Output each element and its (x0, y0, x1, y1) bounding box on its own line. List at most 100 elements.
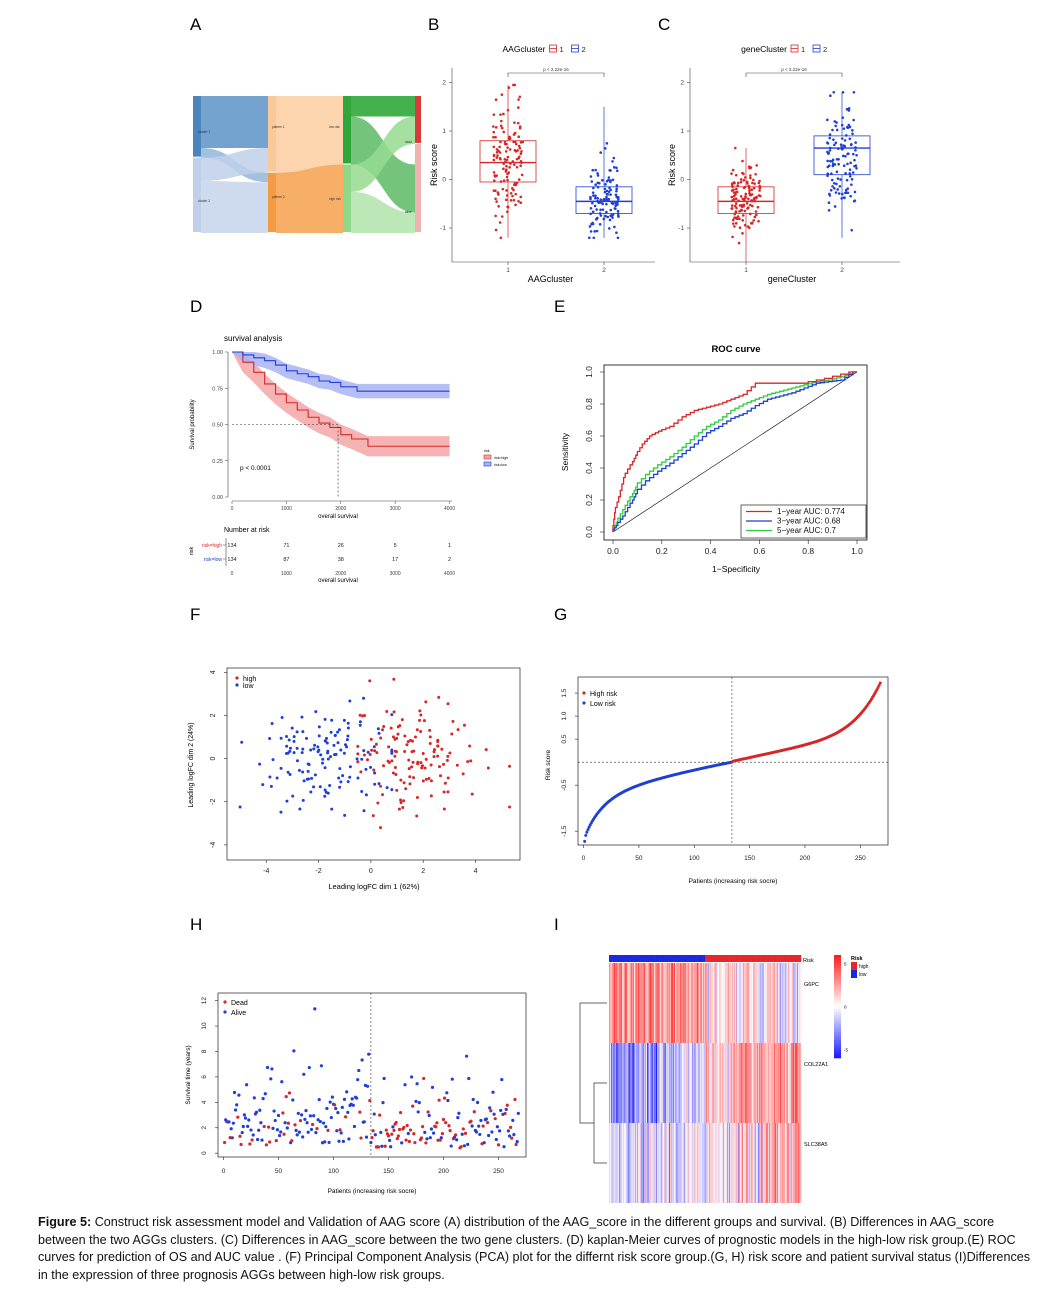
heatmap-cell (649, 1123, 651, 1203)
data-point (509, 191, 513, 195)
annotation-cell (778, 955, 780, 962)
data-point (450, 732, 454, 736)
annotation-cell (682, 955, 684, 962)
data-point (351, 1103, 355, 1107)
heatmap-cell (663, 1043, 665, 1123)
heatmap-cell (776, 1123, 778, 1203)
annotation-cell (644, 955, 646, 962)
data-point (519, 195, 523, 199)
heatmap-cell (692, 1043, 694, 1123)
legend-label: risk=high (494, 456, 508, 460)
heatmap-cell (796, 1043, 798, 1123)
annotation-cell (717, 955, 719, 962)
x-tick-label: 1.0 (851, 546, 863, 556)
heatmap-cell (759, 1123, 761, 1203)
annotation-cell (764, 955, 766, 962)
heatmap-cell (775, 1043, 777, 1123)
data-point (752, 219, 756, 222)
data-point (496, 191, 500, 194)
data-point (355, 1096, 359, 1100)
data-point (518, 95, 522, 99)
data-point (424, 757, 428, 761)
data-point (437, 1098, 441, 1102)
annotation-cell (755, 955, 757, 962)
annotation-cell (784, 955, 786, 962)
heatmap-cell (702, 1123, 704, 1203)
sankey-node-label: pattern 1 (272, 125, 285, 129)
x-tick-label: 1 (506, 267, 510, 274)
annotation-cell (796, 955, 798, 962)
data-point (735, 206, 738, 210)
y-tick-label: -4 (210, 842, 217, 848)
heatmap-cell (621, 963, 623, 1043)
data-point (748, 189, 751, 193)
annotation-cell (752, 955, 754, 962)
survival-line (232, 351, 450, 447)
data-point (752, 197, 756, 201)
heatmap-cell (654, 1043, 656, 1123)
data-point (496, 1143, 501, 1147)
heatmap-cell (765, 1043, 767, 1123)
heatmap-cell (652, 1043, 654, 1123)
data-point (378, 1113, 382, 1117)
color-scale-step (834, 1029, 841, 1033)
heatmap-cell (634, 1043, 636, 1123)
data-point (506, 155, 510, 159)
data-point (323, 717, 327, 721)
data-point (520, 150, 523, 153)
annotation-cell (748, 955, 750, 962)
annotation-cell (744, 955, 746, 962)
heatmap-cell (689, 1043, 691, 1123)
heatmap-cell (666, 963, 668, 1043)
heatmap-cell (701, 1043, 703, 1123)
heatmap-cell (687, 1043, 689, 1123)
data-point (447, 1124, 451, 1128)
y-tick-label: 6 (201, 1075, 208, 1079)
heatmap-cell (617, 963, 619, 1043)
heatmap-cell (629, 1123, 631, 1203)
data-point (612, 166, 616, 169)
heatmap-cell (661, 1123, 663, 1203)
heatmap-cell (640, 1123, 642, 1203)
heatmap-cell (668, 1123, 670, 1203)
data-point (758, 186, 762, 190)
data-point (504, 1107, 508, 1111)
x-axis-title: 1−Specificity (712, 564, 761, 574)
heatmap-cell (745, 963, 747, 1043)
plot-frame (577, 676, 889, 846)
annotation-cell (765, 955, 767, 962)
heatmap-cell (655, 963, 657, 1043)
heatmap-cell (752, 1043, 754, 1123)
x-tick-label: 2 (840, 267, 844, 274)
heatmap-cell (722, 963, 724, 1043)
heatmap-cell (726, 963, 728, 1043)
annotation-cell (800, 955, 802, 962)
data-point (498, 221, 502, 224)
annotation-cell (659, 955, 661, 962)
heatmap-cell (730, 963, 732, 1043)
heatmap-cell (725, 1123, 727, 1203)
data-point (443, 1096, 447, 1100)
heatmap-cell (711, 1123, 713, 1203)
annotation-cell (639, 955, 641, 962)
heatmap-cell (676, 963, 678, 1043)
color-scale-step (834, 1047, 841, 1051)
data-point (455, 763, 459, 767)
data-point (501, 187, 505, 191)
annotation-cell (669, 955, 671, 962)
data-point (730, 172, 733, 175)
heatmap-cell (798, 963, 800, 1043)
sankey-node-label: alive (405, 210, 412, 214)
annotation-cell (666, 955, 668, 962)
annotation-cell (639, 955, 641, 962)
heatmap-cell (768, 963, 770, 1043)
data-point (513, 1097, 517, 1102)
color-scale-step (834, 1024, 841, 1028)
heatmap-cell (737, 1123, 739, 1203)
data-point (511, 194, 514, 198)
annotation-cell (645, 955, 647, 962)
data-point (848, 137, 852, 141)
data-point (358, 723, 362, 727)
